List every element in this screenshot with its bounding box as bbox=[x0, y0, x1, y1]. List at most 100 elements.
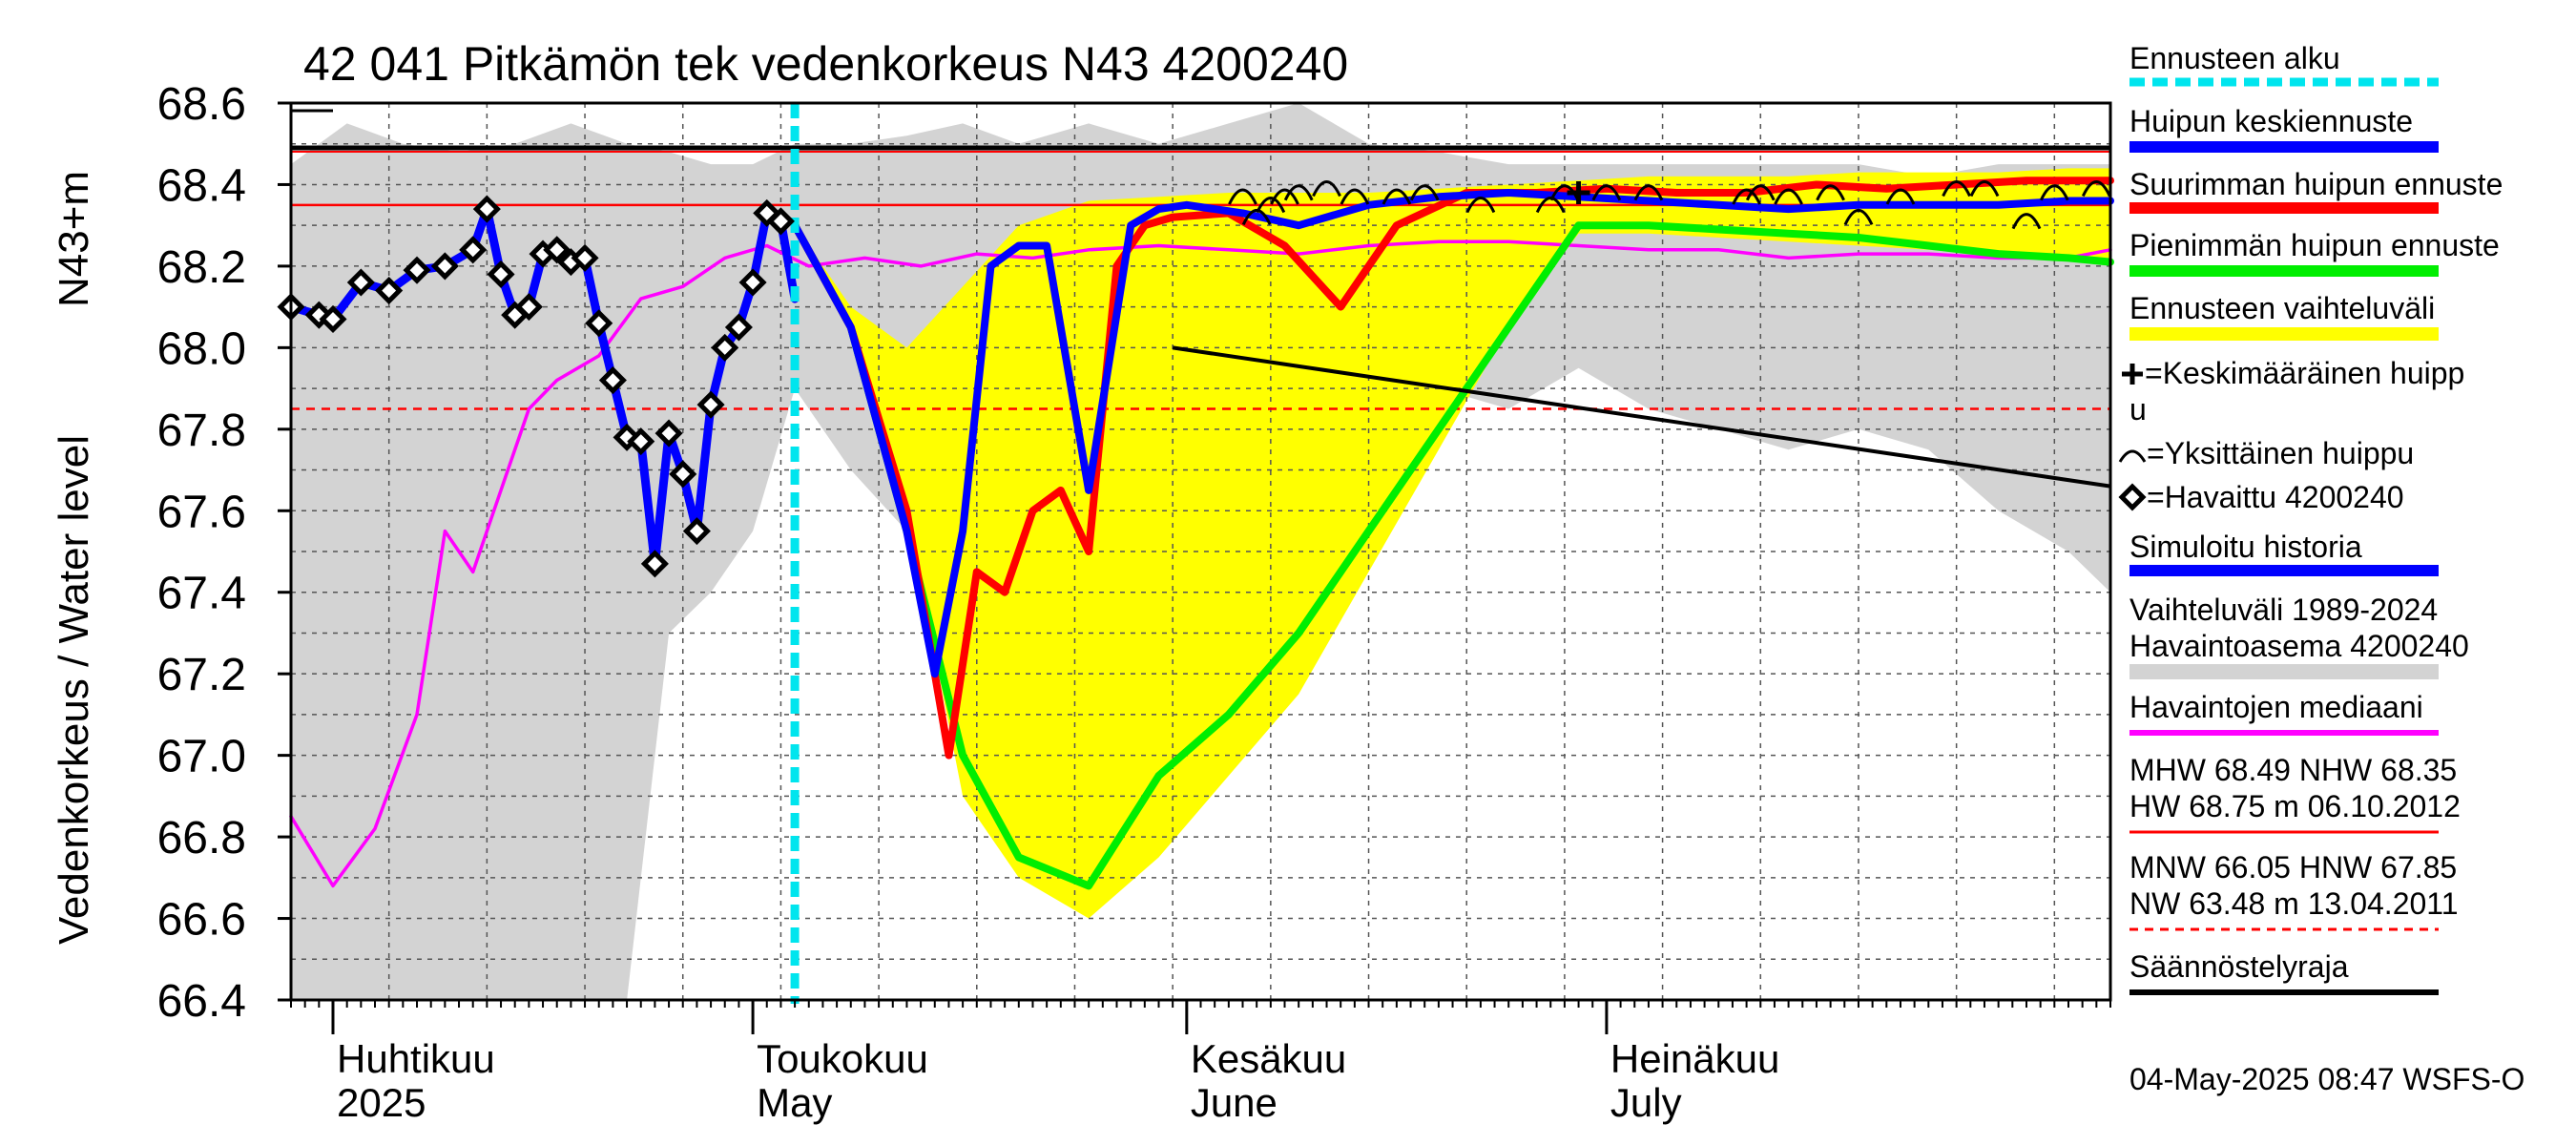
y-tick-label: 67.6 bbox=[157, 487, 246, 537]
single-peak-marker bbox=[1774, 188, 1803, 205]
plus-icon bbox=[2122, 364, 2143, 385]
single-peak-marker bbox=[1591, 184, 1622, 201]
series-line bbox=[791, 189, 2114, 678]
observed-point bbox=[696, 390, 725, 419]
observed-point bbox=[472, 195, 501, 223]
observed-point bbox=[738, 268, 767, 297]
observed-point bbox=[459, 236, 488, 264]
arc-icon bbox=[2118, 449, 2147, 463]
legend-regulation-label: Säännöstelyraja bbox=[2129, 949, 2349, 984]
series-line bbox=[791, 177, 2114, 760]
forecast-range-layer bbox=[795, 168, 2110, 919]
observed-point bbox=[319, 304, 347, 333]
single-peak-marker bbox=[1340, 188, 1370, 205]
legend-mean-peak-label-wrap: u bbox=[2129, 392, 2147, 427]
x-month-label: Kesäkuu bbox=[1191, 1036, 1346, 1081]
chart-title: 42 041 Pitkämön tek vedenkorkeus N43 420… bbox=[303, 37, 1348, 91]
legend-mean-peak-label: =Keskimääräinen huipp bbox=[2145, 356, 2464, 390]
annotation-line bbox=[1172, 345, 2111, 489]
single-peak-marker bbox=[2011, 213, 2042, 230]
single-peak-marker bbox=[1465, 197, 1496, 214]
observed-point bbox=[403, 256, 431, 284]
observed-point bbox=[682, 517, 711, 546]
single-peak-marker bbox=[1270, 188, 1299, 205]
single-peak-marker bbox=[1535, 197, 1566, 214]
legend-peak-mean-label: Huipun keskiennuste bbox=[2129, 104, 2413, 138]
series-line bbox=[791, 221, 2114, 890]
axes-layer: 68.6 68.4 68.2 68.0 67.8 67.6 67.4 67.2 67.0 66.8… bbox=[157, 79, 2111, 1125]
legend-single-peak-label: =Yksittäinen huippu bbox=[2147, 436, 2414, 470]
legend-stats-1: MHW 68.49 NHW 68.35 bbox=[2129, 753, 2457, 787]
y-tick-label: 68.6 bbox=[157, 79, 246, 130]
observed-point bbox=[724, 313, 753, 342]
y-tick-label: 67.8 bbox=[157, 406, 246, 456]
y-tick-label: 66.6 bbox=[157, 895, 246, 946]
observed-point bbox=[585, 309, 613, 338]
single-peak-marker bbox=[1969, 180, 2000, 198]
observed-point bbox=[613, 423, 641, 451]
single-peak-marker bbox=[1549, 184, 1580, 201]
footer-timestamp: 04-May-2025 08:47 WSFS-O bbox=[2129, 1062, 2524, 1096]
forecast-range-band bbox=[795, 168, 2110, 919]
single-peak-marker bbox=[1942, 180, 1971, 198]
observed-point bbox=[766, 207, 795, 236]
legend-peak-max-label: Suurimman huipun ennuste bbox=[2129, 167, 2503, 201]
legend-observed-label: =Havaittu 4200240 bbox=[2147, 480, 2404, 514]
legend-range-label: Vaihteluväli 1989-2024 bbox=[2129, 593, 2438, 627]
peak-markers-layer bbox=[1228, 180, 2111, 230]
observed-point bbox=[571, 243, 599, 272]
observed-point bbox=[598, 366, 627, 395]
x-month-label: Heinäkuu bbox=[1610, 1036, 1779, 1081]
observed-point bbox=[711, 333, 739, 362]
observed-point bbox=[514, 293, 543, 322]
grid-layer bbox=[291, 102, 2110, 1001]
observed-point bbox=[654, 419, 683, 448]
mean-peak-marker bbox=[1567, 181, 1590, 204]
observed-point bbox=[487, 260, 515, 288]
single-peak-marker bbox=[1633, 184, 1664, 201]
legend-peak-min-label: Pienimmän huipun ennuste bbox=[2129, 228, 2500, 262]
legend-median-label: Havaintojen mediaani bbox=[2129, 690, 2423, 724]
legend-stats-4: NW 63.48 m 13.04.2011 bbox=[2129, 886, 2459, 921]
x-month-sublabel: May bbox=[757, 1080, 832, 1125]
y-tick-label: 68.2 bbox=[157, 242, 246, 293]
series-line bbox=[289, 239, 2112, 888]
y-tick-label: 67.0 bbox=[157, 732, 246, 782]
legend-range-label-2: Havaintoasema 4200240 bbox=[2129, 629, 2469, 663]
single-peak-marker bbox=[1312, 180, 1341, 198]
diamond-icon bbox=[2118, 483, 2147, 511]
observed-point bbox=[430, 252, 459, 281]
single-peak-marker bbox=[1409, 184, 1440, 201]
y-axis-unit: N43+m bbox=[51, 171, 97, 307]
single-peak-marker bbox=[1283, 184, 1314, 201]
observed-point bbox=[375, 277, 404, 305]
single-peak-marker bbox=[1816, 184, 1845, 201]
x-month-sublabel: July bbox=[1610, 1080, 1682, 1125]
observed-point bbox=[640, 550, 669, 578]
single-peak-marker bbox=[2039, 184, 2069, 201]
single-peak-marker bbox=[1732, 188, 1761, 205]
y-tick-label: 67.2 bbox=[157, 650, 246, 700]
observed-point bbox=[543, 236, 571, 264]
single-peak-marker bbox=[1843, 208, 1874, 226]
legend-stats-2: HW 68.75 m 06.10.2012 bbox=[2129, 789, 2461, 823]
y-tick-label: 67.4 bbox=[157, 569, 246, 619]
y-tick-label: 68.0 bbox=[157, 323, 246, 374]
x-month-sublabel: June bbox=[1191, 1080, 1278, 1125]
single-peak-marker bbox=[1256, 197, 1286, 214]
observed-point bbox=[669, 460, 697, 489]
legend-stats-3: MNW 66.05 HNW 67.85 bbox=[2129, 850, 2457, 885]
y-tick-label: 66.8 bbox=[157, 813, 246, 864]
x-month-label: Huhtikuu bbox=[337, 1036, 495, 1081]
single-peak-marker bbox=[1885, 188, 1916, 205]
y-tick-label: 66.4 bbox=[157, 976, 246, 1027]
y-axis-label: Vedenkorkeus / Water level bbox=[51, 435, 97, 945]
y-tick-label: 68.4 bbox=[157, 160, 246, 211]
observed-point bbox=[627, 427, 655, 456]
observed-point bbox=[346, 268, 375, 297]
single-peak-marker bbox=[2081, 180, 2111, 198]
legend-forecast-start-label: Ennusteen alku bbox=[2129, 41, 2340, 75]
legend-forecast-range-label: Ennusteen vaihteluväli bbox=[2129, 291, 2435, 325]
single-peak-marker bbox=[1381, 188, 1412, 205]
